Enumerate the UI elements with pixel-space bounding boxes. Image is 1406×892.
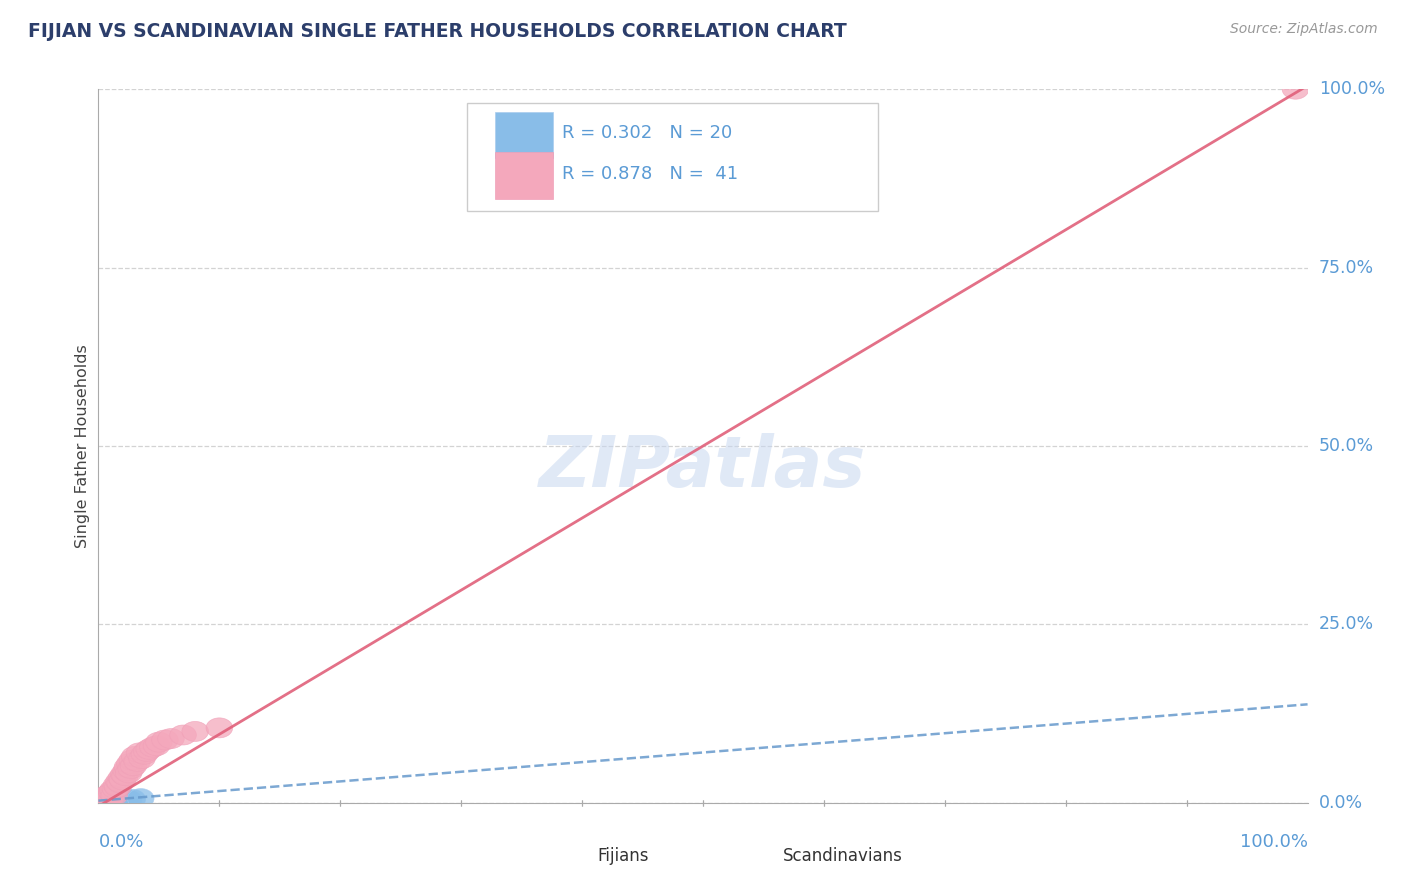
Ellipse shape (89, 790, 115, 811)
Ellipse shape (96, 784, 122, 805)
Ellipse shape (152, 730, 179, 750)
Ellipse shape (112, 761, 139, 780)
Ellipse shape (117, 754, 143, 773)
Ellipse shape (94, 786, 120, 805)
Ellipse shape (143, 736, 170, 756)
Ellipse shape (136, 739, 163, 759)
Ellipse shape (96, 790, 122, 811)
Ellipse shape (115, 763, 142, 783)
Ellipse shape (101, 789, 128, 808)
Ellipse shape (110, 790, 136, 810)
FancyBboxPatch shape (467, 103, 879, 211)
Ellipse shape (1282, 79, 1309, 99)
Ellipse shape (129, 748, 155, 769)
Ellipse shape (101, 786, 128, 805)
Ellipse shape (103, 789, 129, 809)
Text: 100.0%: 100.0% (1319, 80, 1385, 98)
Ellipse shape (93, 790, 120, 810)
Ellipse shape (111, 765, 138, 786)
Ellipse shape (98, 789, 125, 809)
Ellipse shape (110, 770, 136, 790)
Text: R = 0.302   N = 20: R = 0.302 N = 20 (561, 124, 731, 142)
Ellipse shape (118, 758, 145, 779)
Ellipse shape (107, 772, 134, 793)
Text: 0.0%: 0.0% (1319, 794, 1362, 812)
Ellipse shape (131, 744, 157, 764)
Text: FIJIAN VS SCANDINAVIAN SINGLE FATHER HOUSEHOLDS CORRELATION CHART: FIJIAN VS SCANDINAVIAN SINGLE FATHER HOU… (28, 22, 846, 41)
Ellipse shape (97, 787, 124, 807)
Text: 75.0%: 75.0% (1319, 259, 1374, 277)
Ellipse shape (105, 790, 132, 811)
Text: Source: ZipAtlas.com: Source: ZipAtlas.com (1230, 22, 1378, 37)
Ellipse shape (124, 751, 150, 772)
Ellipse shape (104, 788, 131, 808)
FancyBboxPatch shape (495, 153, 553, 199)
Ellipse shape (105, 772, 132, 791)
FancyBboxPatch shape (534, 837, 592, 878)
Ellipse shape (170, 725, 197, 745)
Ellipse shape (93, 787, 120, 807)
Text: 0.0%: 0.0% (98, 833, 143, 851)
FancyBboxPatch shape (495, 112, 553, 158)
Ellipse shape (115, 790, 142, 810)
Ellipse shape (127, 743, 153, 763)
Ellipse shape (120, 750, 146, 770)
Text: 25.0%: 25.0% (1319, 615, 1374, 633)
Ellipse shape (98, 782, 125, 802)
Ellipse shape (94, 789, 121, 808)
Ellipse shape (108, 768, 135, 788)
Ellipse shape (181, 722, 208, 741)
Ellipse shape (139, 737, 166, 757)
Ellipse shape (107, 789, 134, 809)
Ellipse shape (97, 790, 124, 810)
Ellipse shape (94, 791, 120, 812)
Ellipse shape (157, 729, 184, 748)
Text: R = 0.878   N =  41: R = 0.878 N = 41 (561, 165, 738, 183)
Ellipse shape (120, 756, 146, 776)
Text: 50.0%: 50.0% (1319, 437, 1374, 455)
Ellipse shape (146, 732, 172, 752)
Y-axis label: Single Father Households: Single Father Households (75, 344, 90, 548)
Ellipse shape (128, 789, 155, 808)
Ellipse shape (103, 775, 129, 795)
Text: ZIPatlas: ZIPatlas (540, 433, 866, 502)
Ellipse shape (90, 789, 117, 809)
Text: Scandinavians: Scandinavians (783, 847, 903, 865)
Ellipse shape (94, 789, 121, 808)
Ellipse shape (104, 777, 131, 797)
Ellipse shape (103, 790, 129, 810)
Ellipse shape (114, 757, 141, 777)
Ellipse shape (134, 741, 160, 762)
Ellipse shape (100, 790, 127, 811)
Text: 100.0%: 100.0% (1240, 833, 1308, 851)
Ellipse shape (103, 779, 129, 798)
Ellipse shape (111, 789, 138, 808)
Ellipse shape (100, 780, 127, 800)
Ellipse shape (207, 718, 232, 738)
FancyBboxPatch shape (718, 837, 776, 878)
Ellipse shape (91, 789, 118, 809)
Ellipse shape (111, 764, 138, 784)
Text: Fijians: Fijians (598, 847, 650, 865)
Ellipse shape (121, 747, 148, 766)
Ellipse shape (120, 789, 146, 809)
